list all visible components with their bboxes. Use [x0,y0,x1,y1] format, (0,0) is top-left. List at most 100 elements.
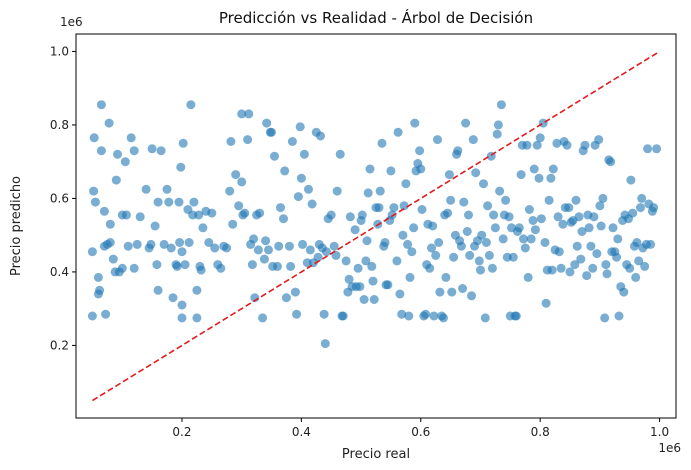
data-point [594,135,604,145]
data-point [516,170,526,180]
data-point [481,238,491,247]
data-point [316,131,325,141]
data-point [96,100,106,110]
data-point [425,263,435,273]
data-point [546,173,556,183]
data-point [444,170,454,180]
data-point [404,311,414,321]
data-point [487,263,497,273]
data-point [168,293,178,303]
data-point [433,135,442,145]
data-point [113,149,122,159]
data-point [646,239,656,249]
x-axis-ticks: 0.2 0.4 0.6 0.8 1.0 [172,418,669,439]
x-axis-multiplier: 1e6 [658,441,681,455]
data-point [458,284,468,293]
x-axis-label: Precio real [342,447,410,462]
data-point [456,241,466,251]
data-point [492,129,502,139]
data-point [564,203,574,213]
data-point [584,223,594,233]
data-point [613,234,623,244]
data-point [365,164,375,174]
data-point [150,221,160,231]
data-point [589,212,599,222]
data-point [237,177,247,187]
data-point [524,205,534,214]
data-point [640,261,650,271]
chart-title: Predicción vs Realidad - Árbol de Decisi… [219,8,533,27]
data-point [571,195,581,205]
data-point [595,201,605,211]
x-tick-label: 0.8 [531,425,550,439]
data-point [592,249,602,259]
data-point [495,186,505,196]
data-point [176,162,186,172]
data-point [649,203,659,213]
data-point [601,260,611,270]
data-point [225,186,235,196]
data-point [267,127,276,137]
points-layer [87,100,662,349]
data-point [186,100,196,110]
data-point [96,146,106,156]
data-point [416,164,426,174]
data-point [544,195,554,205]
data-point [532,140,542,150]
data-point [429,311,439,321]
data-point [634,256,644,266]
data-point [462,227,472,236]
data-point [126,133,136,143]
data-point [89,186,99,196]
data-point [95,285,105,295]
data-point [562,140,572,150]
data-point [397,309,407,319]
data-point [612,252,622,262]
y-axis-multiplier: 1e6 [60,15,83,29]
data-point [449,252,459,262]
data-point [608,223,618,233]
data-point [547,265,557,275]
data-point [237,109,247,119]
data-point [299,149,309,159]
data-point [93,272,103,282]
data-point [101,309,111,319]
data-point [331,250,341,260]
data-point [274,241,284,251]
data-point [194,210,204,220]
data-point [570,260,580,270]
data-point [207,208,217,218]
data-point [244,109,254,119]
data-point [554,247,564,257]
data-point [417,205,427,214]
data-point [577,227,587,236]
data-point [496,100,506,110]
y-axis-ticks: 0.2 0.4 0.6 0.8 1.0 [50,44,76,352]
data-point [441,272,451,282]
data-point [159,239,169,249]
data-point [415,146,425,156]
data-point [99,206,109,216]
data-point [153,197,163,207]
data-point [156,146,166,156]
data-point [398,230,408,240]
data-point [598,193,608,203]
data-point [467,291,476,301]
data-point [380,238,390,247]
data-point [243,135,253,145]
data-point [117,263,127,273]
data-point [129,146,139,156]
data-point [307,199,317,209]
x-tick-label: 1.0 [650,425,669,439]
data-point [216,263,226,273]
data-point [87,311,97,321]
data-point [410,118,420,128]
data-point [353,263,363,273]
data-point [153,285,163,295]
data-point [152,260,162,270]
data-point [427,243,436,253]
data-point [401,179,411,189]
data-point [389,203,399,213]
data-point [222,243,232,253]
